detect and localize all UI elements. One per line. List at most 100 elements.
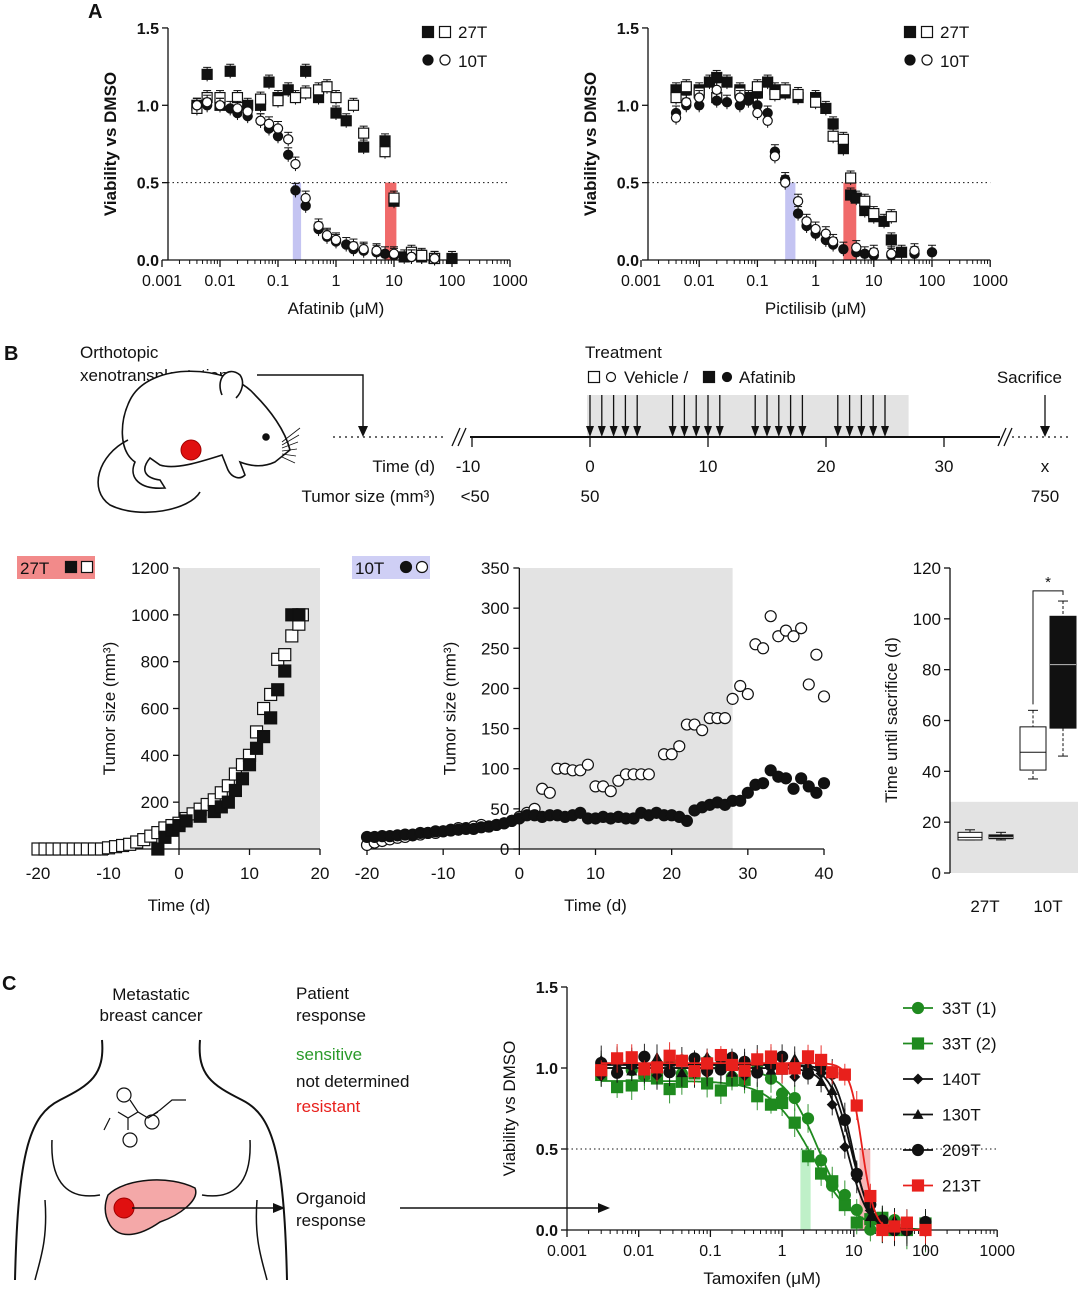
y-tick-label: 300	[481, 599, 509, 618]
data-point	[817, 690, 831, 703]
x-tick-label: 20	[311, 864, 330, 883]
data-point	[801, 1112, 815, 1125]
data-point	[675, 1054, 688, 1067]
data-point	[751, 1053, 764, 1066]
y-tick-label: 0.0	[536, 1223, 558, 1240]
data-point	[680, 814, 694, 828]
x-tick-label: 100	[919, 273, 946, 290]
data-point	[670, 91, 682, 104]
x-tick-label: 30	[738, 864, 757, 883]
y-axis-label: Tumor size (mm³)	[440, 642, 459, 775]
data-point	[756, 642, 770, 655]
data-point	[673, 740, 686, 753]
x-tick-label: 1	[332, 273, 341, 290]
data-point	[850, 1099, 863, 1112]
x-tick-label: 0.01	[204, 273, 235, 290]
data-point	[271, 683, 285, 697]
x-tick-label: 100	[439, 273, 466, 290]
x-tick-label: 1000	[492, 273, 528, 290]
legend-label: 130T	[942, 1106, 981, 1125]
arrowhead-icon	[704, 426, 712, 437]
data-point	[300, 87, 312, 99]
data-point	[254, 93, 267, 105]
metastasis-icon	[113, 1197, 135, 1219]
x-tick-label: 1000	[979, 1243, 1015, 1260]
legend-marker	[912, 1073, 924, 1085]
legend-vehicle-circle	[605, 371, 617, 383]
y-tick-label: 1200	[131, 559, 169, 578]
data-point	[801, 1150, 815, 1163]
y-tick-label: 1.5	[617, 21, 639, 38]
x-tick-label: -10	[431, 864, 456, 883]
label-metastatic: Metastatic	[112, 985, 190, 1004]
legend-marker	[912, 1109, 924, 1119]
x-tick-label: 0.01	[623, 1243, 654, 1260]
x-tick-label: 0	[515, 864, 524, 883]
x-tick-label: 0	[174, 864, 183, 883]
data-point	[263, 76, 275, 88]
ic50-band-red	[385, 182, 397, 260]
data-point	[820, 228, 832, 239]
data-point	[810, 648, 823, 661]
x-category-label: 10T	[1033, 897, 1062, 916]
data-point	[300, 65, 312, 77]
break-right	[1003, 427, 1013, 447]
data-point	[313, 220, 324, 232]
x-tick-label: 1000	[972, 273, 1008, 290]
tamoxifen-molecule	[103, 1099, 186, 1131]
y-axis-label: Time until sacrifice (d)	[882, 637, 901, 803]
arrowhead-icon	[358, 426, 368, 437]
tag-marker-filled	[64, 560, 78, 574]
data-point	[272, 95, 284, 107]
data-point	[788, 1091, 801, 1105]
label-resistant: resistant	[296, 1097, 361, 1116]
data-point	[764, 610, 777, 623]
data-point	[711, 84, 722, 96]
data-point	[751, 1090, 764, 1103]
data-point	[725, 1058, 739, 1072]
legend-10t-open	[439, 54, 451, 66]
data-point	[232, 103, 243, 114]
data-point	[792, 196, 804, 207]
data-point	[179, 814, 193, 828]
data-point	[201, 68, 213, 80]
data-point	[665, 748, 678, 761]
data-point	[864, 1189, 877, 1203]
data-point	[838, 1068, 851, 1081]
data-point	[688, 1065, 701, 1078]
data-point	[711, 95, 722, 106]
data-point	[764, 1050, 778, 1063]
x-tick-label: 0.001	[142, 273, 182, 290]
data-point	[827, 236, 839, 247]
data-point	[650, 1061, 664, 1074]
y-tick-label: 60	[922, 712, 941, 731]
y-axis-label: Viability vs DMSO	[101, 72, 120, 216]
arrowhead-icon	[692, 426, 701, 437]
data-point	[242, 106, 253, 117]
data-point	[815, 1076, 827, 1087]
data-point	[859, 195, 871, 207]
legend-afatinib: Afatinib	[739, 368, 796, 387]
data-point	[670, 112, 682, 123]
break-right	[997, 427, 1007, 447]
arrowhead-icon	[857, 426, 866, 437]
label-organoid-response: response	[296, 1211, 366, 1230]
data-point	[638, 1063, 651, 1076]
x-tick-label: 0.1	[699, 1243, 721, 1260]
y-tick-label: 800	[141, 653, 169, 672]
data-point	[885, 234, 897, 246]
data-point	[888, 1220, 901, 1233]
x-tick-label: 1	[778, 1243, 787, 1260]
data-point	[721, 76, 733, 88]
legend-27t-filled	[903, 25, 917, 39]
y-tick-label: 1.0	[536, 1061, 558, 1078]
data-point	[663, 1049, 676, 1062]
data-point	[611, 1081, 624, 1094]
legend-27t-open	[920, 25, 934, 39]
data-point	[868, 247, 880, 258]
body-illustration	[14, 1039, 288, 1281]
x-tick-label: 1	[811, 273, 820, 290]
label-organoid: Organoid	[296, 1189, 366, 1208]
whisker	[281, 456, 296, 464]
y-tick-label: 120	[913, 559, 941, 578]
